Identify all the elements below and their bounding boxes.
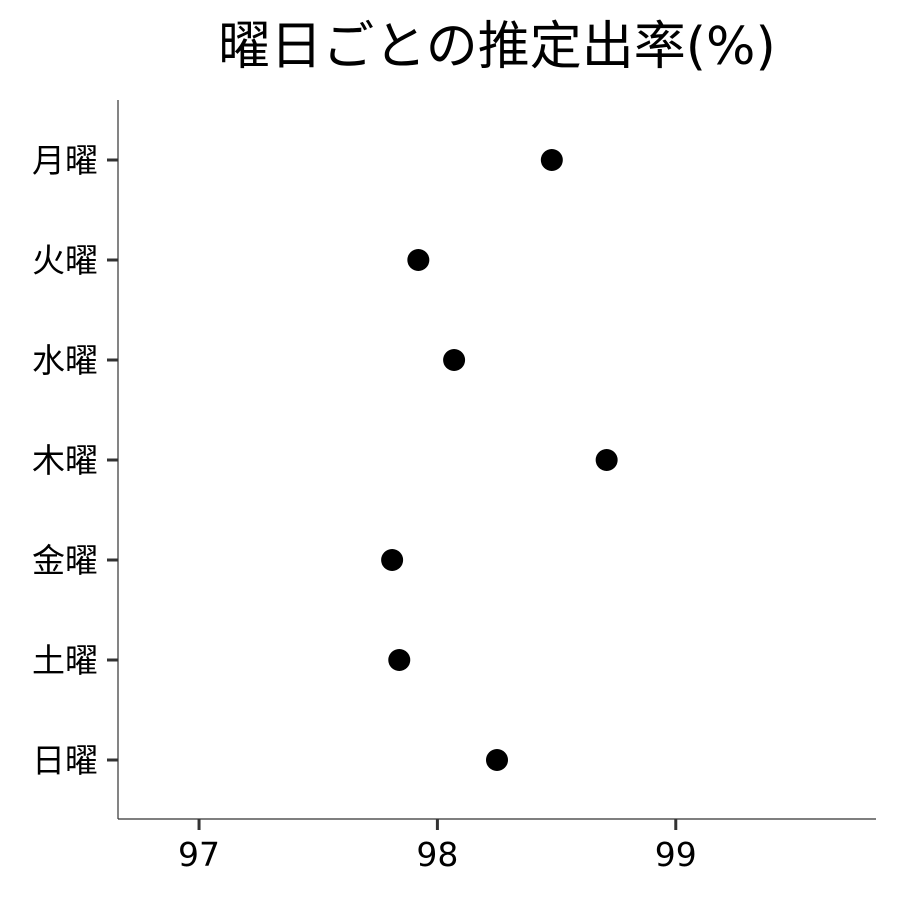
y-tick-label: 月曜 [32, 141, 98, 180]
data-point [381, 549, 404, 571]
y-tick-label: 火曜 [32, 241, 98, 280]
x-tick-label: 97 [178, 835, 220, 874]
data-point [595, 449, 618, 471]
y-tick-label: 土曜 [32, 641, 98, 680]
chart-title: 曜日ごとの推定出率(%) [218, 17, 775, 77]
y-tick-label: 水曜 [32, 341, 98, 380]
x-tick-label: 99 [655, 835, 697, 874]
data-points [381, 149, 618, 771]
data-point [443, 349, 466, 371]
x-axis-ticks: 97 98 99 [178, 819, 697, 874]
data-point [540, 149, 563, 171]
y-tick-label: 木曜 [32, 441, 98, 480]
y-tick-label: 日曜 [32, 741, 98, 780]
data-point [407, 249, 430, 271]
data-point [388, 649, 411, 671]
y-tick-label: 金曜 [32, 541, 98, 580]
data-point [486, 749, 508, 771]
x-tick-label: 98 [416, 835, 458, 874]
